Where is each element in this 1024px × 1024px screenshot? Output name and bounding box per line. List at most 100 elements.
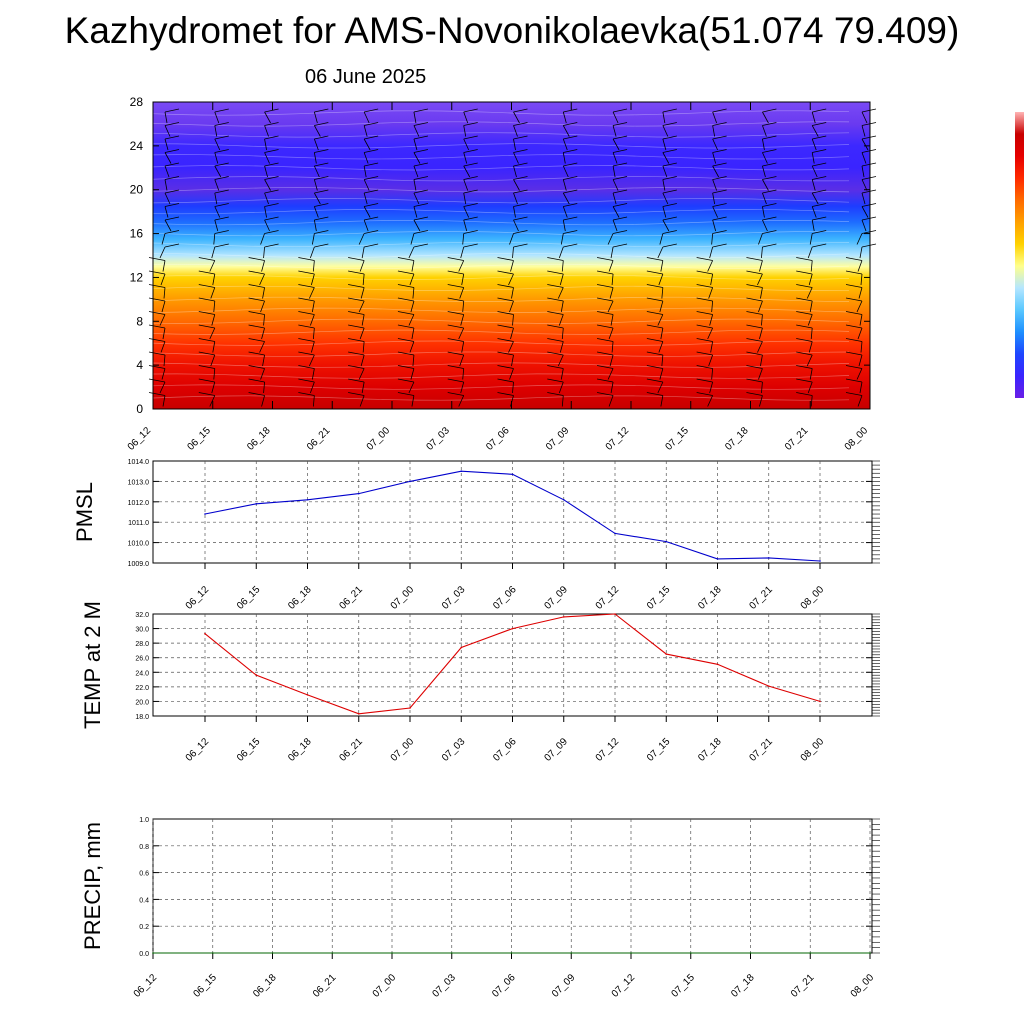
wind-barb (360, 287, 365, 299)
wind-barb-flag (762, 135, 777, 140)
wind-barb-flag (596, 338, 614, 342)
wind-barb-flag (513, 176, 528, 180)
wind-barb (458, 327, 465, 340)
wind-barb (262, 354, 265, 367)
wind-barb (559, 341, 564, 353)
wind-barb-flag (364, 189, 379, 194)
wind-barb-flag (148, 311, 166, 315)
wind-barb (561, 395, 564, 407)
wind-barb (612, 125, 617, 137)
wind-barb (762, 219, 768, 232)
series-point (152, 952, 154, 954)
colorbar (1015, 112, 1024, 398)
wind-barb (264, 165, 268, 178)
wind-barb-flag (348, 257, 365, 261)
wind-barb (659, 233, 664, 245)
wind-barb-flag (298, 284, 315, 288)
wind-barb-flag (348, 284, 365, 288)
wind-barb-flag (845, 284, 863, 288)
wind-barb-flag (696, 324, 713, 329)
pmsl-panel: 1009.0 1010.0 1011.0 1012.0 1013.0 1014.0 06_1… (72, 459, 880, 612)
wind-barb-flag (264, 243, 279, 248)
wind-barb-flag (612, 162, 628, 167)
wind-barb-flag (314, 122, 329, 126)
series-point (767, 557, 770, 559)
wind-barb-flag (662, 230, 677, 234)
wind-barb-flag (796, 378, 813, 383)
wind-barb-flag (198, 324, 215, 329)
contour-line (152, 187, 850, 193)
wind-barb (309, 381, 315, 394)
wind-barb (809, 300, 813, 313)
wind-barb-flag (214, 243, 229, 248)
series-point (255, 674, 258, 676)
wind-barb (760, 354, 763, 367)
wind-barb-flag (348, 378, 365, 383)
series-point (391, 952, 393, 954)
wind-barb (707, 327, 714, 340)
heatmap-xtick-label: 07_06 (484, 425, 512, 453)
wind-barb-flag (796, 257, 813, 261)
ytick-label: 0.0 (139, 951, 149, 958)
wind-barb-flag (812, 243, 827, 248)
wind-barb (413, 152, 421, 164)
wind-barb (310, 273, 315, 286)
wind-barb-flag (696, 378, 713, 383)
wind-barb (308, 354, 315, 367)
wind-barb (509, 300, 514, 313)
xtick-label: 07_06 (491, 584, 519, 612)
wind-barb-flag (861, 122, 877, 126)
colorbar-bar (1015, 112, 1024, 398)
wind-barb-flag (397, 338, 415, 342)
wind-barb-flag (712, 203, 727, 207)
series-point (409, 707, 411, 709)
wind-barb (161, 300, 166, 313)
xtick-label: 07_03 (430, 972, 458, 1000)
wind-barb (263, 246, 265, 259)
xtick-label: 07_21 (747, 584, 775, 612)
wind-barb (513, 165, 517, 178)
contour-line (152, 252, 850, 259)
wind-barb-flag (861, 189, 877, 194)
wind-barb (311, 233, 315, 245)
wind-barb-flag (314, 216, 329, 221)
wind-barb (358, 368, 365, 380)
xtick-label: 07_00 (371, 972, 399, 1000)
wind-barb (609, 354, 614, 367)
wind-barb-flag (746, 284, 763, 288)
wind-barb (607, 368, 614, 380)
wind-barb-flag (547, 270, 564, 275)
wind-barb-flag (497, 392, 514, 396)
wind-barb-flag (513, 243, 528, 248)
xtick-label: 07_21 (789, 972, 817, 1000)
wind-barb-flag (746, 324, 763, 329)
wind-barb (361, 381, 365, 394)
contour-line (152, 384, 850, 390)
wind-barb (709, 246, 714, 259)
wind-barb (811, 219, 815, 232)
wind-barb-flag (248, 351, 265, 356)
wind-barb (660, 327, 664, 340)
wind-barb-flag (413, 122, 429, 126)
wind-barb-flag (762, 162, 777, 167)
wind-barb-flag (413, 243, 429, 248)
wind-barb (610, 381, 614, 394)
wind-barb (164, 192, 171, 205)
series-point (614, 613, 616, 615)
wind-barb-flag (348, 365, 365, 369)
wind-barb (657, 381, 664, 394)
wind-barb (612, 206, 620, 218)
wind-barb (463, 125, 467, 137)
wind-barb-flag (812, 108, 827, 113)
xtick-label: 06_21 (337, 584, 365, 612)
xtick-label: 07_06 (491, 736, 519, 764)
wind-barb-flag (812, 176, 827, 180)
wind-barb-flag (646, 365, 663, 369)
wind-barb (408, 381, 415, 394)
wind-barb-flag (314, 108, 329, 113)
wind-barb-flag (447, 297, 464, 302)
wind-barb (710, 273, 714, 286)
wind-barb-flag (248, 270, 265, 275)
wind-barb-flag (547, 284, 564, 288)
